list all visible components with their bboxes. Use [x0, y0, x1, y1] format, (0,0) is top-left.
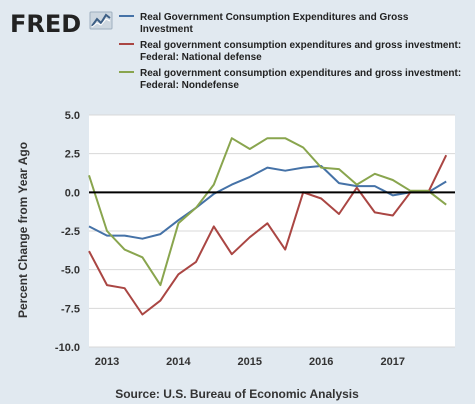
- x-tick-label: 2014: [166, 356, 191, 368]
- fred-logo-text: FRED: [10, 10, 81, 38]
- line-chart-badge-icon: [89, 11, 113, 30]
- series-line-2: [88, 154, 448, 316]
- legend-item-3[interactable]: Real government consumption expenditures…: [119, 68, 461, 91]
- y-tick-label: 2.5: [65, 149, 80, 161]
- y-tick-label: -10.0: [55, 342, 80, 354]
- x-tick-label: 2016: [309, 356, 333, 368]
- y-tick-label: -2.5: [61, 226, 80, 238]
- y-tick-label: -7.5: [61, 303, 80, 315]
- chart-legend: Real Government Consumption Expenditures…: [119, 12, 461, 91]
- x-axis-ticks: 2013 2014 2015 2016 2017: [95, 356, 405, 368]
- legend-item-1[interactable]: Real Government Consumption Expenditures…: [119, 12, 409, 35]
- legend-item-2[interactable]: Real government consumption expenditures…: [119, 40, 461, 63]
- legend-label: Real government consumption expenditures…: [140, 40, 461, 63]
- legend-label: Real Government Consumption Expenditures…: [140, 12, 409, 35]
- x-tick-label: 2017: [381, 356, 405, 368]
- y-axis-title: Percent Change from Year Ago: [16, 142, 30, 318]
- y-tick-label: -5.0: [61, 265, 80, 277]
- legend-label: Real government consumption expenditures…: [140, 68, 461, 91]
- y-axis-ticks: 5.0 2.5 0.0 -2.5 -5.0 -7.5 -10.0: [55, 110, 80, 354]
- y-tick-label: 0.0: [65, 187, 80, 199]
- y-tick-label: 5.0: [65, 110, 80, 122]
- x-tick-label: 2013: [95, 356, 119, 368]
- fred-logo[interactable]: FRED: [10, 10, 113, 38]
- series-line-3: [88, 137, 447, 287]
- x-tick-label: 2015: [238, 356, 262, 368]
- source-note: Source: U.S. Bureau of Economic Analysis: [115, 387, 359, 401]
